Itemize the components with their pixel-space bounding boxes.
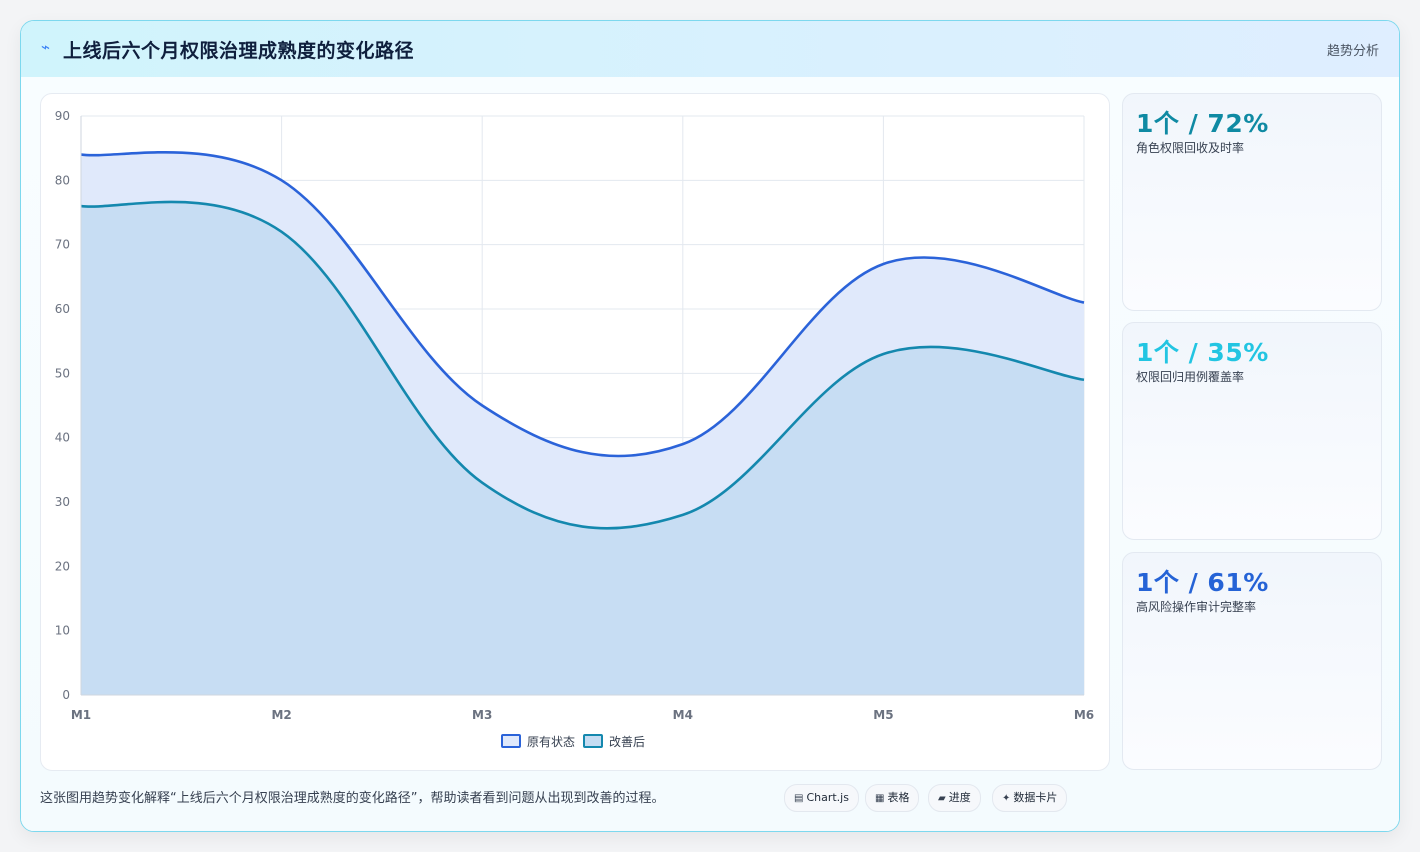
y-tick-label: 90 xyxy=(55,109,70,123)
sparkle-icon: ✦ xyxy=(1002,793,1011,804)
legend-swatch-1 xyxy=(501,734,521,748)
stat-card-3: 1个 / 61% 高风险操作审计完整率 xyxy=(1122,552,1382,770)
area-chart: 0 10 20 30 40 50 60 70 80 90 M1 M2 M3 M4 M5 M6 原有状态 改善后 xyxy=(55,109,1094,749)
y-tick-label: 70 xyxy=(55,238,70,252)
stat-value: 1个 / 72% xyxy=(1136,109,1269,138)
chip-label: Chart.js xyxy=(806,791,849,804)
stat-value: 1个 / 61% xyxy=(1136,568,1269,597)
dashboard-panel: ⌁ 上线后六个月权限治理成熟度的变化路径 趋势分析 0 10 20 30 40 50 60 7… xyxy=(20,20,1400,832)
table-icon: ▦ xyxy=(875,793,885,804)
stat-card-2: 1个 / 35% 权限回归用例覆盖率 xyxy=(1122,322,1382,540)
stat-card-1: 1个 / 72% 角色权限回收及时率 xyxy=(1122,93,1382,311)
series-line-1 xyxy=(80,150,1085,458)
y-tick-label: 0 xyxy=(62,688,70,702)
series-area-2 xyxy=(81,201,1084,695)
chip-table[interactable]: ▦ 表格 xyxy=(865,784,920,812)
stat-value: 1个 / 35% xyxy=(1136,338,1269,367)
page-title: 上线后六个月权限治理成熟度的变化路径 xyxy=(63,40,415,62)
y-tick-label: 50 xyxy=(55,366,70,380)
x-tick-label: M4 xyxy=(673,708,693,722)
x-tick-label: M3 xyxy=(472,708,492,722)
chip-label: 数据卡片 xyxy=(1013,791,1058,804)
header-badge: 趋势分析 xyxy=(1326,44,1379,59)
panel-header: ⌁ 上线后六个月权限治理成熟度的变化路径 趋势分析 xyxy=(21,21,1399,77)
x-tick-label: M2 xyxy=(271,708,291,722)
chip-label: 表格 xyxy=(887,791,910,804)
chip-progress[interactable]: ▰ 进度 xyxy=(928,784,981,812)
y-tick-label: 10 xyxy=(55,624,70,638)
y-tick-label: 80 xyxy=(55,173,70,187)
x-tick-label: M1 xyxy=(71,708,91,722)
legend-label-1: 原有状态 xyxy=(527,735,575,749)
chart-card: 0 10 20 30 40 50 60 70 80 90 M1 M2 M3 M4 M5 M6 原有状态 改善后 xyxy=(40,93,1110,771)
stat-label: 角色权限回收及时率 xyxy=(1136,141,1245,155)
y-tick-label: 60 xyxy=(55,302,70,316)
y-tick-label: 30 xyxy=(55,495,70,509)
progress-icon: ▰ xyxy=(938,793,946,804)
series-line-2 xyxy=(80,200,1085,530)
y-tick-label: 20 xyxy=(55,559,70,573)
chip-chartjs[interactable]: ▤ Chart.js xyxy=(784,784,859,812)
chip-label: 进度 xyxy=(948,791,971,804)
x-tick-label: M5 xyxy=(873,708,893,722)
chip-data-cards[interactable]: ✦ 数据卡片 xyxy=(992,784,1068,812)
stat-label: 高风险操作审计完整率 xyxy=(1136,600,1257,614)
legend-swatch-2 xyxy=(583,734,603,748)
chart-caption: 这张图用趋势变化解释“上线后六个月权限治理成熟度的变化路径”，帮助读者看到问题从… xyxy=(40,791,665,806)
chart-icon: ▤ xyxy=(794,793,804,804)
lightning-icon: ⌁ xyxy=(41,38,51,56)
stat-label: 权限回归用例覆盖率 xyxy=(1136,370,1245,384)
x-tick-label: M6 xyxy=(1074,708,1094,722)
y-tick-label: 40 xyxy=(55,431,70,445)
legend-label-2: 改善后 xyxy=(609,734,645,749)
